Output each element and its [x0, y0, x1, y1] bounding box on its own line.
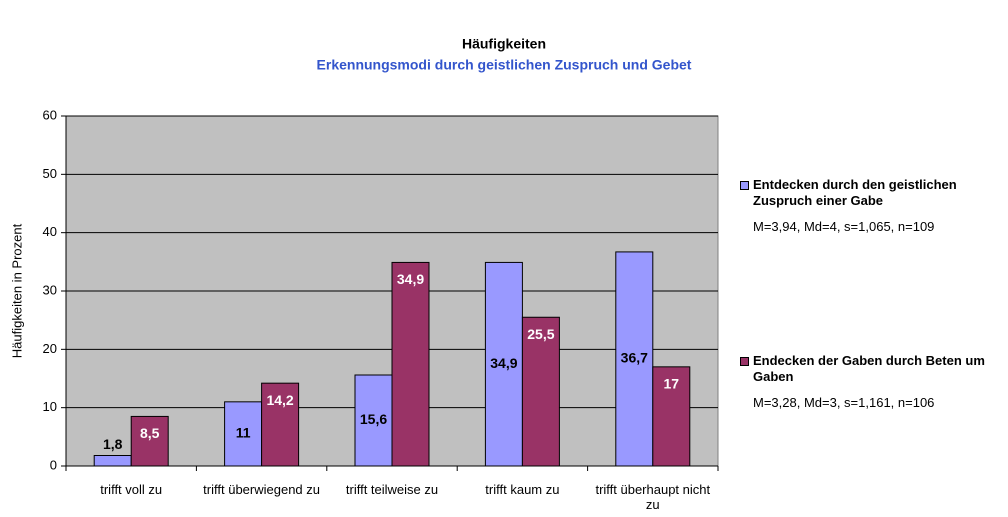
- y-tick-label: 60: [43, 107, 57, 122]
- x-tick-label: trifft kaum zu: [485, 482, 560, 497]
- bar: [391, 261, 430, 467]
- bar: [224, 401, 263, 467]
- bar: [130, 415, 169, 467]
- y-tick-label: 20: [43, 341, 57, 356]
- legend-item: Endecken der Gaben durch Beten um Gaben M…: [740, 353, 988, 410]
- bar: [354, 374, 393, 467]
- y-axis-label: Häufigkeiten in Prozent: [9, 223, 24, 358]
- value-label: 36,7: [621, 350, 648, 366]
- x-tick-label: trifft teilweise zu: [345, 482, 439, 497]
- value-label: 17: [664, 376, 680, 392]
- value-label: 15,6: [360, 411, 387, 427]
- x-tick-label: trifft voll zu: [100, 482, 163, 497]
- y-tick-label: 30: [43, 282, 57, 297]
- y-tick-label: 50: [43, 166, 57, 181]
- value-label: 11: [236, 425, 251, 441]
- value-label: 25,5: [527, 326, 554, 342]
- legend-swatch: [740, 357, 749, 366]
- bar: [93, 455, 132, 467]
- legend-label: Endecken der Gaben durch Beten um Gaben: [753, 353, 985, 384]
- bar: [521, 316, 560, 467]
- bar: [484, 261, 523, 467]
- value-label: 14,2: [266, 392, 293, 408]
- legend-swatch: [740, 181, 749, 190]
- chart-title: Häufigkeiten: [462, 36, 546, 52]
- y-tick-label: 10: [43, 399, 57, 414]
- chart-subtitle: Erkennungsmodi durch geistlichen Zuspruc…: [317, 57, 692, 73]
- bar: [261, 382, 300, 467]
- bar: [652, 366, 691, 467]
- legend-label: Entdecken durch den geistlichen Zuspruch…: [753, 177, 957, 208]
- legend-note: M=3,94, Md=4, s=1,065, n=109: [753, 219, 935, 234]
- value-label: 34,9: [397, 271, 424, 287]
- x-tick-label: trifft überhaupt nicht zu: [595, 482, 711, 512]
- y-tick-label: 0: [50, 457, 57, 472]
- legend-item: Entdecken durch den geistlichen Zuspruch…: [740, 177, 988, 234]
- legend-note: M=3,28, Md=3, s=1,161, n=106: [753, 395, 935, 410]
- value-label: 1,8: [103, 436, 123, 452]
- value-label: 8,5: [140, 425, 160, 441]
- y-tick-label: 40: [43, 224, 57, 239]
- value-label: 34,9: [490, 355, 517, 371]
- bar: [615, 251, 654, 467]
- x-tick-label: trifft überwiegend zu: [203, 482, 321, 497]
